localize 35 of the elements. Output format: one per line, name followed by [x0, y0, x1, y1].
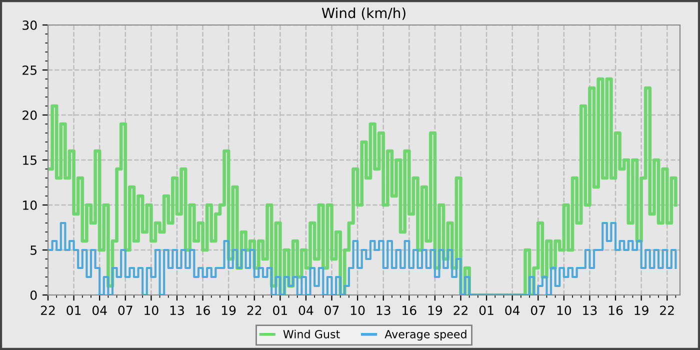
x-tick-label: 19	[222, 306, 236, 316]
x-tick-label: 07	[530, 306, 546, 316]
y-tick-label: 10	[23, 200, 37, 210]
x-tick-label: 13	[376, 306, 390, 316]
chart-title: Wind (km/h)	[322, 8, 406, 20]
y-tick-label: 5	[30, 246, 36, 255]
x-tick-label: 01	[479, 306, 494, 316]
x-tick-label: 22	[660, 306, 674, 315]
x-tick-label: 04	[92, 306, 107, 316]
x-tick-label: 04	[505, 306, 520, 316]
x-tick-label: 19	[428, 306, 442, 316]
y-tick-label: 0	[30, 290, 37, 300]
y-tick-label: 30	[22, 20, 37, 30]
x-tick-label: 04	[298, 306, 314, 316]
x-tick-label: 22	[40, 306, 55, 315]
x-tick-label: 13	[583, 306, 597, 316]
x-tick-label: 10	[144, 306, 158, 316]
x-tick-label: 22	[247, 306, 262, 315]
x-tick-label: 16	[402, 306, 416, 316]
x-tick-label: 07	[324, 306, 339, 316]
x-tick-label: 13	[170, 306, 184, 316]
x-tick-label: 22	[454, 306, 468, 315]
x-tick-label: 16	[196, 306, 210, 316]
x-tick-label: 07	[118, 306, 132, 316]
y-tick-label: 25	[22, 65, 36, 75]
x-tick-label: 10	[350, 306, 365, 316]
x-tick-label: 10	[557, 306, 572, 316]
x-tick-label: 01	[66, 306, 81, 316]
legend-label: Average speed	[384, 330, 466, 341]
x-tick-label: 19	[634, 306, 648, 316]
y-tick-label: 20	[22, 110, 37, 120]
legend-label: Wind Gust	[283, 330, 340, 338]
x-tick-label: 01	[273, 306, 287, 316]
x-tick-label: 16	[608, 306, 623, 316]
y-tick-label: 15	[23, 156, 36, 165]
